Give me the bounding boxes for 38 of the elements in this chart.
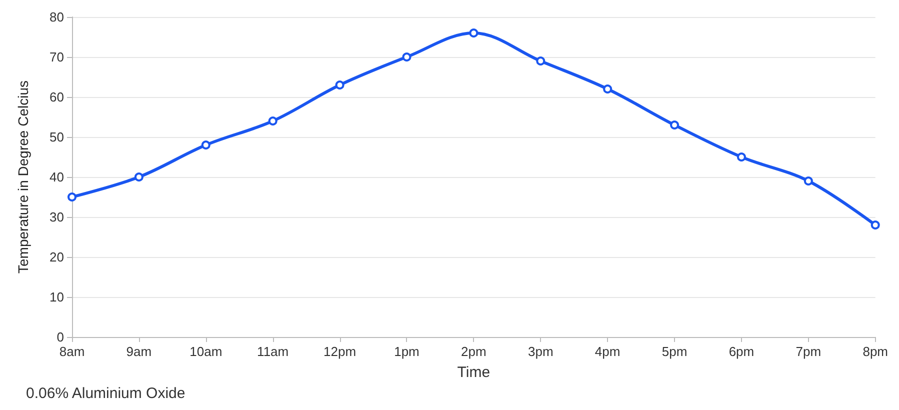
point [736, 152, 746, 162]
text: 0.06% Aluminium Oxide [26, 385, 186, 402]
point [335, 80, 344, 90]
y-tick-label: 70 [50, 50, 64, 64]
point [469, 28, 478, 38]
x-axis-title: Time [457, 364, 490, 381]
x-tick-label: 1pm [394, 344, 420, 359]
point [68, 192, 76, 202]
x-tick-label: 8pm [862, 344, 888, 359]
point [134, 172, 144, 182]
y-tick-label: 0 [56, 330, 64, 344]
x-tick-label: 5pm [662, 344, 688, 359]
x-tick-label: 9am [126, 344, 152, 359]
y-tick-label: 20 [50, 250, 64, 264]
y-axis-title: Temperature in Degree Celcius [15, 80, 31, 274]
x-tick-label: 2pm [461, 344, 486, 359]
x-tick-label: 11am [257, 344, 289, 359]
point [268, 116, 278, 126]
x-tick-label: 7pm [796, 344, 822, 359]
y-tick-label: 50 [50, 130, 64, 144]
x-tick-label: 6pm [728, 344, 754, 359]
y-tick-label: 60 [50, 90, 64, 104]
y-tick-label: 30 [50, 210, 64, 224]
x-tick-label: 10am [190, 344, 222, 359]
x-tick-label: 3pm [528, 344, 554, 359]
point [402, 52, 412, 62]
x-tick-label: 4pm [594, 344, 620, 359]
point [804, 176, 813, 186]
point [201, 140, 210, 150]
y-tick-label: 40 [50, 170, 64, 184]
y-tick-label: 10 [50, 290, 64, 304]
point [870, 220, 880, 230]
x-tick-label: 8am [59, 344, 85, 359]
x-tick-label: 12pm [324, 344, 356, 359]
y-tick-label: 80 [50, 10, 64, 24]
point [603, 84, 612, 94]
point [670, 120, 680, 130]
point [536, 56, 546, 66]
